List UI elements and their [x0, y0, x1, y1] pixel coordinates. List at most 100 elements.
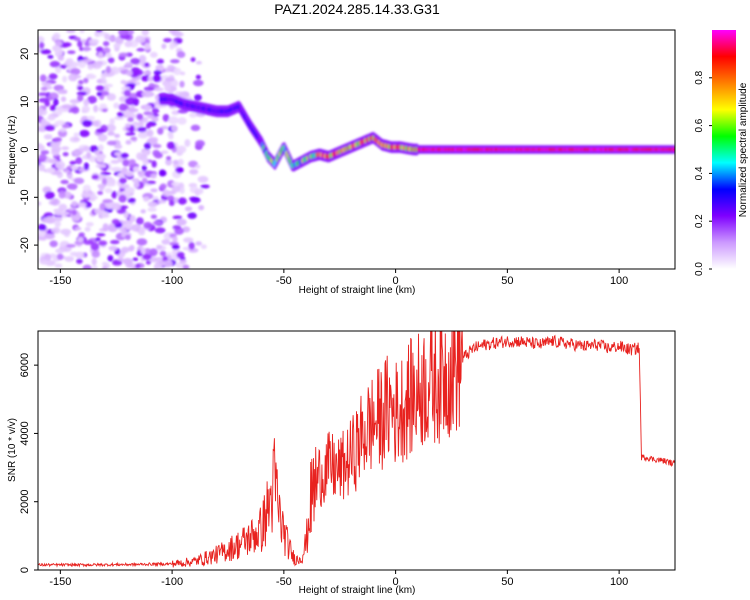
- spectrogram-y-tick-label: 10: [19, 96, 31, 108]
- spectrogram-cell: [197, 175, 209, 183]
- spectrogram-cell: [60, 96, 67, 102]
- spectrogram-cell: [141, 30, 149, 36]
- spectrogram-cell: [136, 126, 147, 133]
- spectrogram-cell: [82, 264, 92, 269]
- spectrogram-cell: [188, 196, 200, 201]
- spectrogram-cell: [78, 79, 84, 85]
- spectrogram-x-tick-label: -150: [49, 275, 71, 287]
- spectrogram-cell: [189, 112, 198, 118]
- spectrogram-cell: [49, 240, 58, 248]
- spectrogram-cell: [98, 144, 104, 152]
- spectrogram-x-axis-label: Height of straight line (km): [299, 285, 416, 296]
- spectrogram-cell: [111, 218, 120, 225]
- spectrogram-cell: [142, 253, 152, 261]
- spectrogram-cell: [76, 258, 83, 264]
- spectrogram-cell: [144, 62, 150, 67]
- spectrogram-cell: [52, 32, 61, 40]
- spectrogram-cell: [172, 159, 180, 165]
- spectrogram-cell: [168, 200, 175, 207]
- colorbar-tick-label: 0.6: [694, 118, 705, 132]
- snr-x-tick-label: -100: [161, 576, 183, 588]
- spectrogram-cell: [173, 67, 182, 76]
- spectrogram-cell: [71, 106, 80, 114]
- spectrogram-cell: [56, 253, 64, 261]
- spectrogram-cell: [90, 242, 100, 251]
- spectrogram-cell: [38, 114, 43, 122]
- spectrogram-cell: [104, 52, 113, 58]
- spectrogram-cell: [101, 177, 107, 186]
- spectrogram-cell: [107, 131, 115, 136]
- spectrogram-cell: [100, 171, 112, 176]
- spectrogram-cell: [138, 228, 146, 236]
- spectrogram-cell: [62, 152, 69, 157]
- spectrogram-cell: [150, 173, 157, 179]
- spectrogram-cell: [84, 201, 92, 208]
- spectrogram-cell: [179, 186, 185, 194]
- spectrogram-cell: [184, 206, 193, 212]
- spectrogram-cell: [114, 144, 123, 150]
- spectrogram-cell: [83, 162, 90, 171]
- spectrogram-cell: [114, 36, 123, 45]
- spectrogram-cell: [172, 215, 183, 220]
- spectrogram-cell: [107, 255, 114, 262]
- spectrogram-cell: [164, 84, 171, 92]
- snr-panel: -150 -100 -50 0 50 100 0 2000 4000 6000 Height o…: [7, 330, 676, 596]
- spectrogram-cell: [195, 74, 202, 80]
- spectrogram-cell: [136, 47, 146, 52]
- spectrogram-cell: [148, 137, 159, 143]
- spectrogram-cell: [107, 225, 118, 233]
- spectrogram-cell: [138, 170, 146, 178]
- spectrogram-cell: [73, 36, 81, 42]
- spectrogram-cell: [93, 104, 99, 113]
- spectrogram-cell: [116, 111, 124, 118]
- spectrogram-cell: [112, 202, 122, 211]
- spectrogram-cell: [144, 42, 151, 51]
- spectrogram-cell: [48, 73, 58, 80]
- spectrogram-cell: [125, 234, 131, 241]
- spectrogram-cell: [114, 116, 125, 121]
- spectrogram-cell: [105, 182, 116, 187]
- spectrogram-cell: [71, 185, 77, 190]
- snr-x-axis: -150 -100 -50 0 50 100: [49, 570, 628, 588]
- spectrogram-cell: [151, 107, 160, 114]
- spectrogram-cell: [88, 39, 100, 44]
- colorbar-tick-label: 0.0: [694, 262, 705, 276]
- chart-title: PAZ1.2024.285.14.33.G31: [274, 1, 440, 17]
- spectrogram-cell: [55, 248, 65, 254]
- snr-x-axis-label: Height of straight line (km): [299, 585, 416, 596]
- spectrogram-cell: [91, 265, 98, 269]
- spectrogram-y-tick-label: 0: [19, 146, 31, 152]
- spectrogram-cell: [39, 259, 51, 265]
- spectrogram-cell: [195, 164, 201, 169]
- snr-x-tick-label: 100: [610, 576, 628, 588]
- spectrogram-cell: [124, 62, 133, 69]
- spectrogram-cell: [91, 250, 101, 258]
- spectrogram-cell: [39, 74, 47, 83]
- spectrogram-cell: [179, 259, 187, 264]
- spectrogram-x-tick-label: 50: [501, 275, 513, 287]
- snr-frame: [37, 330, 676, 571]
- spectrogram-cell: [177, 158, 184, 166]
- spectrogram-cell: [81, 105, 90, 113]
- spectrogram-cell: [119, 177, 127, 185]
- spectrogram-cell: [91, 257, 97, 266]
- spectrogram-y-tick-label: -10: [19, 189, 31, 205]
- spectrogram-cell: [183, 237, 194, 243]
- spectrogram-cell: [101, 261, 108, 267]
- spectrogram-cell: [136, 113, 144, 120]
- snr-y-axis-label: SNR (10 * v/v): [7, 418, 18, 482]
- spectrogram-cell: [38, 41, 45, 49]
- spectrogram-cell: [168, 133, 174, 140]
- spectrogram-cell: [156, 244, 163, 249]
- spectrogram-cell: [101, 211, 109, 218]
- spectrogram-cell: [182, 226, 191, 233]
- spectrogram-cell: [49, 198, 61, 206]
- spectrogram-cell: [81, 38, 87, 44]
- colorbar-label: Normalized spectral amplitude: [738, 82, 749, 217]
- spectrogram-cell: [147, 201, 158, 208]
- spectrogram-cell: [102, 40, 110, 47]
- spectrogram-cell: [82, 145, 91, 152]
- spectrogram-cell: [107, 57, 115, 64]
- spectrogram-cell: [162, 113, 170, 122]
